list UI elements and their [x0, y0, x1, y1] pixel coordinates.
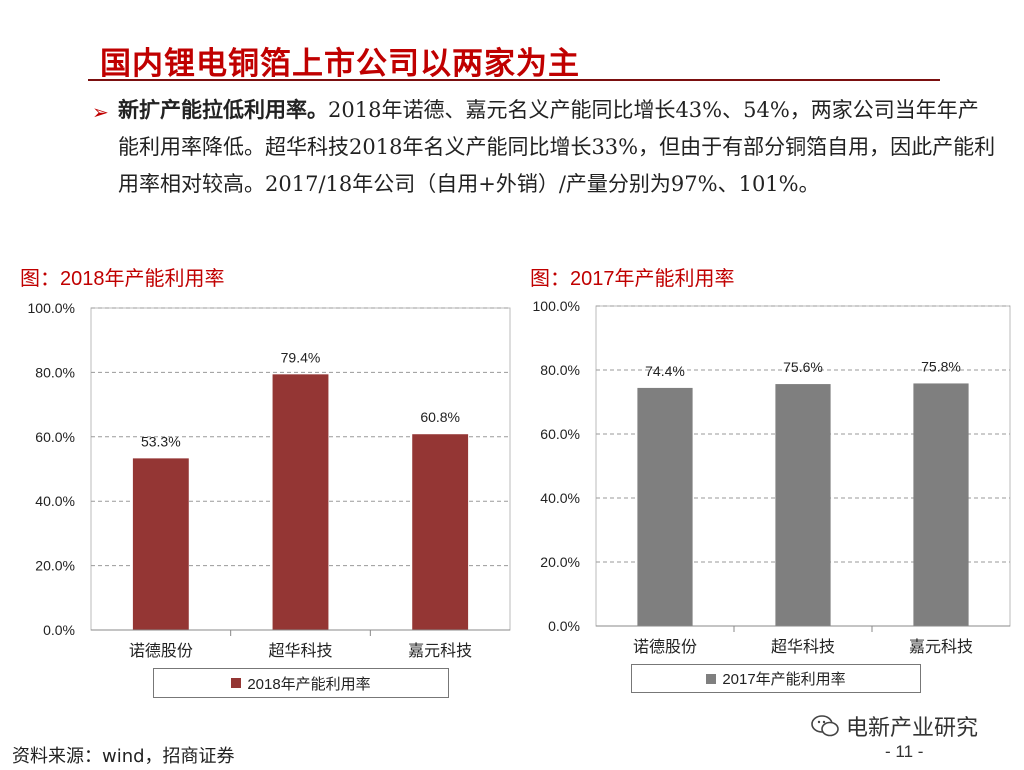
chart-2018-utilization: 0.0% 20.0% 40.0% 60.0% 80.0% 100.0% 53.3% 诺德股份 7… [15, 292, 515, 672]
x-category-label: 嘉元科技 [909, 637, 973, 656]
bullet-lead: 新扩产能拉低利用率。 [118, 98, 328, 122]
bullet-arrow-icon: ➢ [92, 102, 109, 124]
y-tick-label: 20.0% [540, 554, 580, 570]
y-tick-label: 40.0% [35, 493, 75, 509]
legend-2018: 2018年产能利用率 [153, 668, 449, 698]
legend-2018-swatch [231, 678, 242, 688]
bar [132, 458, 189, 630]
chart-2017-svg: 0.0% 20.0% 40.0% 60.0% 80.0% 100.0% 74.4% 诺德股份 7… [533, 298, 1011, 656]
bar-value-label: 60.8% [420, 409, 460, 425]
legend-2017-swatch [706, 673, 717, 684]
title-divider [88, 79, 940, 81]
y-tick-label: 0.0% [548, 618, 580, 634]
right-figure-caption: 图：2017年产能利用率 [530, 268, 735, 290]
legend-2017: 2017年产能利用率 [631, 664, 921, 693]
bar [272, 374, 329, 630]
y-tick-label: 60.0% [35, 429, 75, 445]
chart-2018-svg: 0.0% 20.0% 40.0% 60.0% 80.0% 100.0% 53.3% 诺德股份 7… [28, 300, 511, 660]
bullet-paragraph: 新扩产能拉低利用率。2018年诺德、嘉元名义产能同比增长43%、54%，两家公司… [118, 92, 998, 203]
y-tick-label: 100.0% [28, 300, 75, 316]
legend-2018-label: 2018年产能利用率 [247, 675, 371, 693]
x-category-label: 超华科技 [771, 637, 835, 656]
chart-2017-utilization: 0.0% 20.0% 40.0% 60.0% 80.0% 100.0% 74.4% 诺德股份 7… [520, 292, 1020, 672]
left-figure-caption: 图：2018年产能利用率 [20, 268, 225, 290]
bar-value-label: 75.8% [921, 358, 961, 374]
brand-name: 电新产业研究 [846, 715, 979, 740]
x-category-label: 嘉元科技 [408, 641, 472, 660]
wechat-icon [811, 715, 839, 737]
y-tick-label: 20.0% [35, 558, 75, 574]
y-tick-label: 40.0% [540, 490, 580, 506]
source-note: 资料来源：wind，招商证券 [12, 746, 235, 767]
legend-2017-label: 2017年产能利用率 [722, 671, 846, 688]
page-number: - 11 - [885, 742, 924, 761]
bar [775, 384, 831, 626]
slide-title: 国内锂电铜箔上市公司以两家为主 [100, 46, 580, 81]
y-tick-label: 0.0% [43, 622, 75, 638]
y-tick-label: 60.0% [540, 426, 580, 442]
y-tick-label: 100.0% [533, 298, 580, 314]
bar-value-label: 53.3% [141, 433, 181, 449]
y-tick-label: 80.0% [35, 364, 75, 380]
bar-value-label: 74.4% [645, 363, 685, 379]
x-category-label: 诺德股份 [129, 641, 193, 660]
bar [412, 434, 469, 630]
bullet-text: 2018年诺德、嘉元名义产能同比增长43%、54%，两家公司当年年产能利用率降低… [118, 98, 996, 196]
bar [637, 387, 693, 626]
bar-value-label: 75.6% [783, 359, 823, 375]
bar-value-label: 79.4% [281, 349, 321, 365]
y-tick-label: 80.0% [540, 362, 580, 378]
x-category-label: 诺德股份 [633, 637, 697, 656]
brand-mark: 电新产业研究 [810, 710, 978, 742]
x-category-label: 超华科技 [268, 641, 332, 660]
bar [913, 383, 969, 626]
